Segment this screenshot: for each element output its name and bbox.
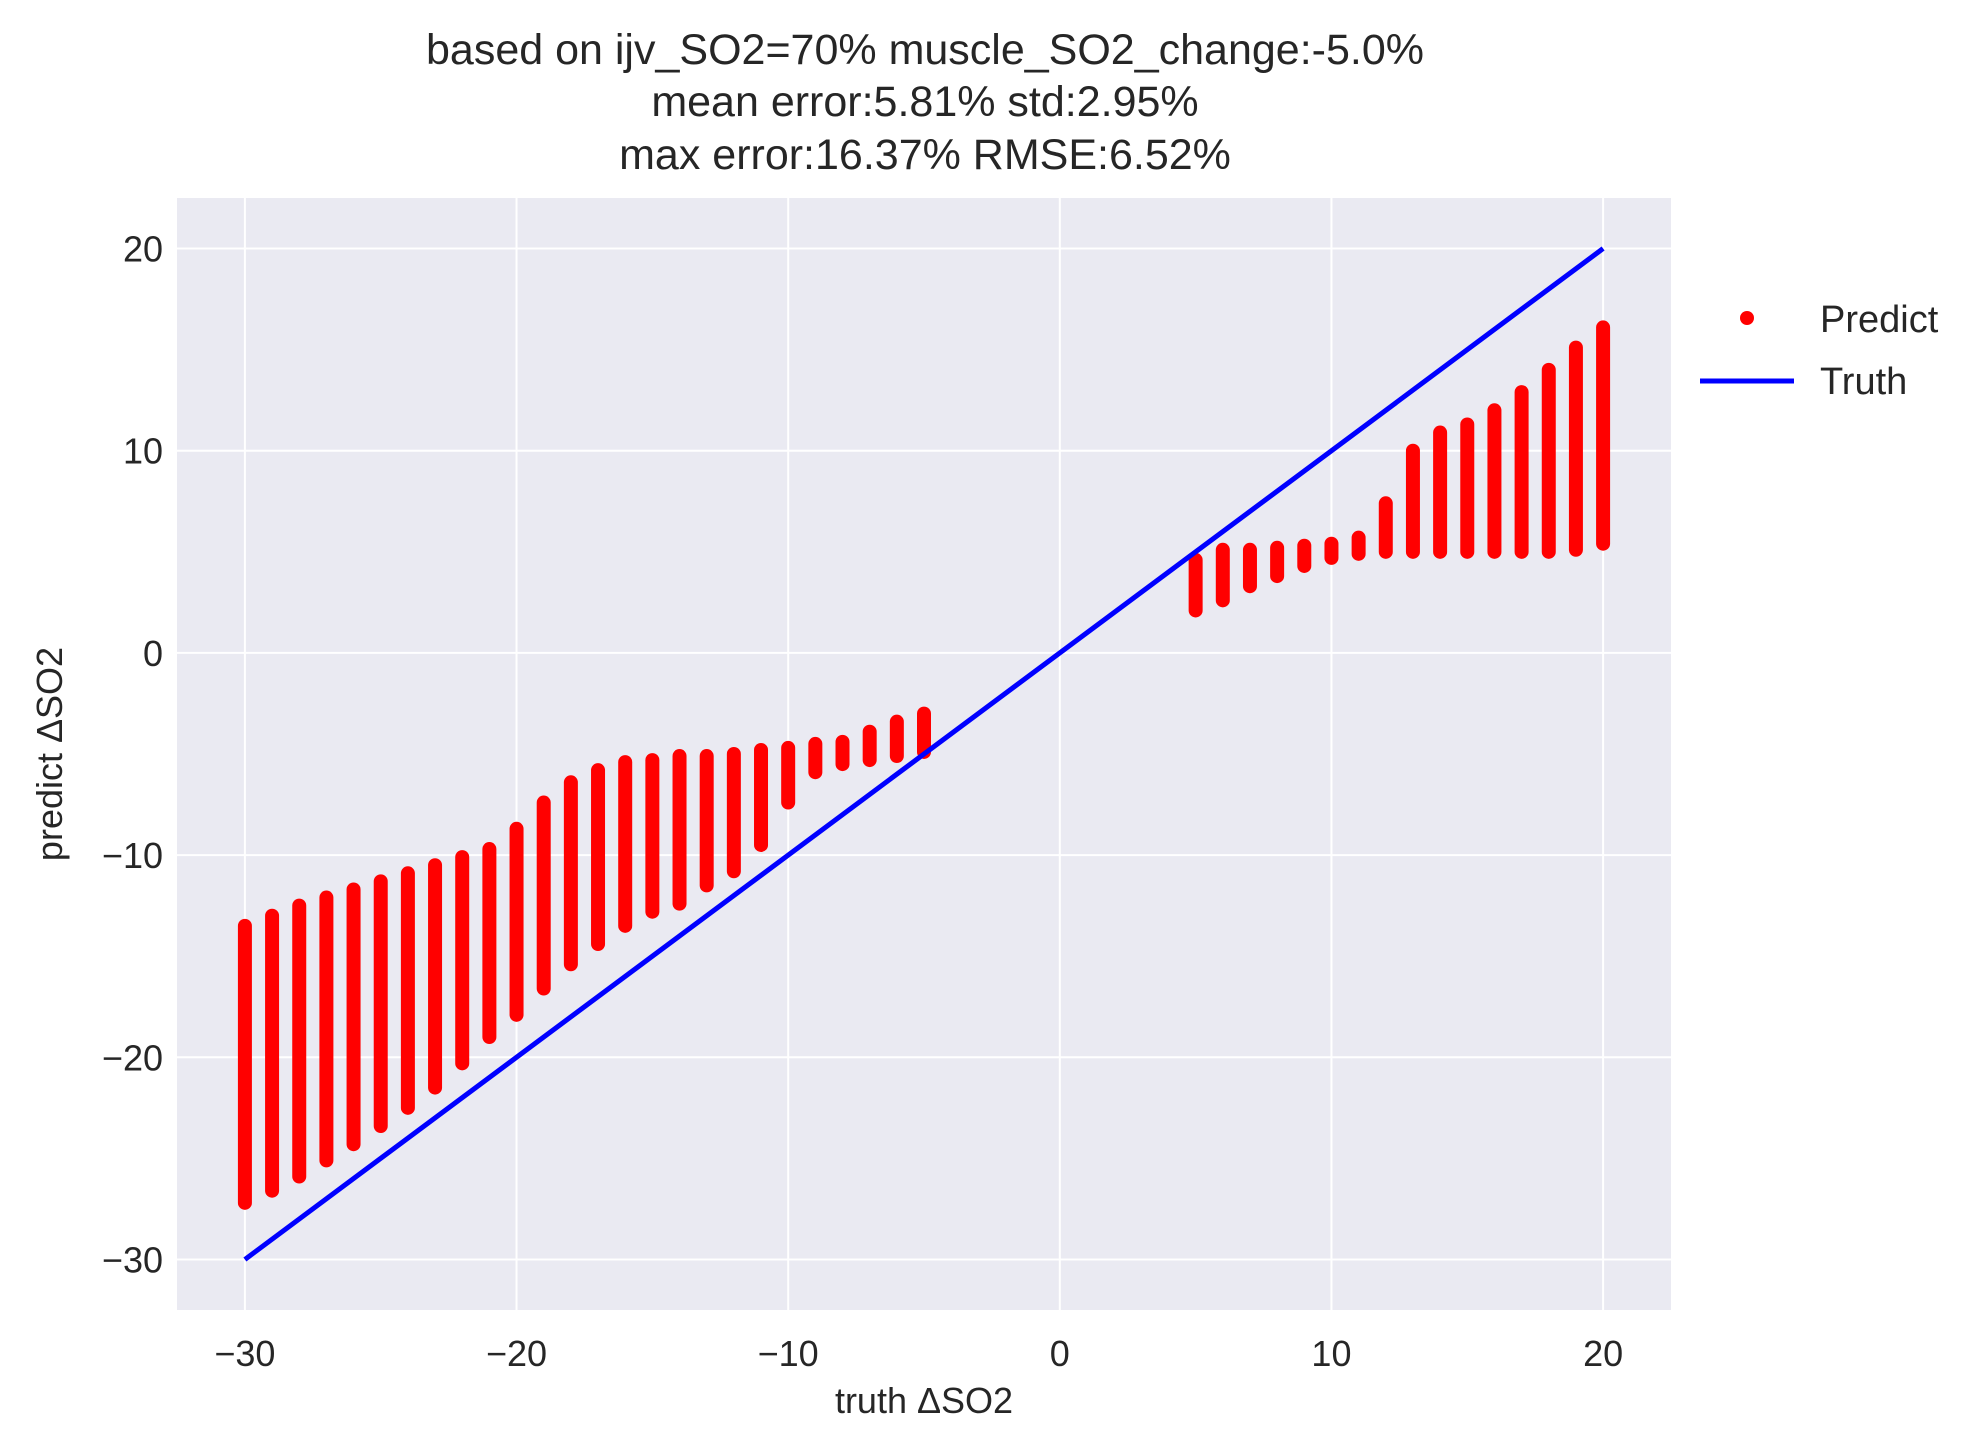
x-tick-label: 0 bbox=[1050, 1333, 1070, 1374]
title-line-1: based on ijv_SO2=70% muscle_SO2_change:-… bbox=[426, 26, 1424, 74]
y-axis-label: predict ΔSO2 bbox=[29, 647, 70, 861]
x-tick-label: −20 bbox=[486, 1333, 547, 1374]
x-tick-label: 10 bbox=[1311, 1333, 1351, 1374]
x-axis-label: truth ΔSO2 bbox=[835, 1380, 1013, 1421]
y-tick-label: −10 bbox=[102, 835, 163, 876]
truth-line bbox=[243, 246, 1605, 1262]
x-tick-label: −10 bbox=[758, 1333, 819, 1374]
legend: Predict Truth bbox=[1700, 299, 1939, 403]
y-tick-label: 10 bbox=[123, 431, 163, 472]
data-layer bbox=[237, 246, 1611, 1262]
y-tick-label: 20 bbox=[123, 229, 163, 270]
tick-labels: −30 −20 −10 0 10 20 −30 −20 −10 0 10 20 bbox=[102, 229, 1623, 1374]
x-tick-label: −30 bbox=[214, 1333, 275, 1374]
y-tick-label: −30 bbox=[102, 1239, 163, 1280]
y-tick-label: 0 bbox=[143, 633, 163, 674]
y-tick-label: −20 bbox=[102, 1037, 163, 1078]
legend-predict-label: Predict bbox=[1820, 299, 1939, 341]
chart-title: based on ijv_SO2=70% muscle_SO2_change:-… bbox=[426, 26, 1424, 179]
x-tick-label: 20 bbox=[1583, 1333, 1623, 1374]
title-line-2: mean error:5.81% std:2.95% bbox=[651, 78, 1198, 126]
legend-truth-label: Truth bbox=[1820, 361, 1907, 403]
title-line-3: max error:16.37% RMSE:6.52% bbox=[619, 131, 1231, 179]
legend-predict-marker bbox=[1740, 311, 1754, 325]
